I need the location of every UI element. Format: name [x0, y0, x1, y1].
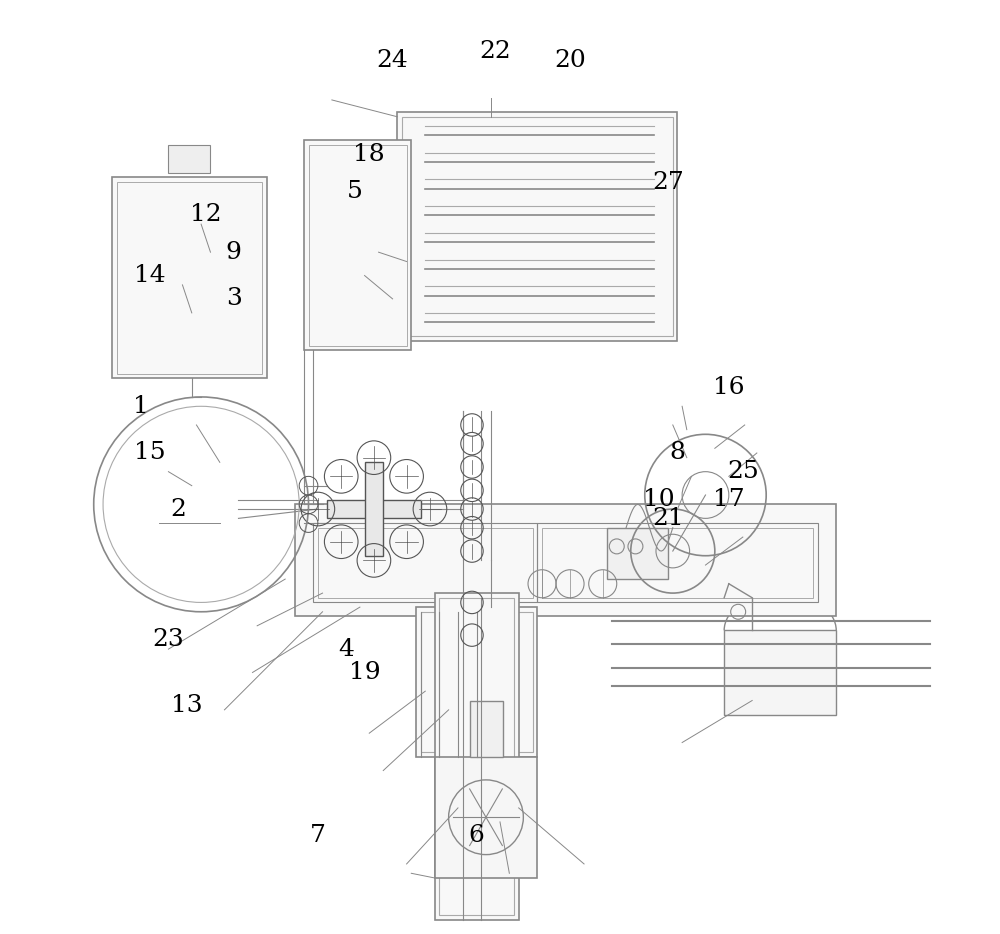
Bar — [421, 612, 533, 752]
Bar — [470, 700, 503, 757]
Bar — [607, 528, 668, 579]
Text: 12: 12 — [190, 204, 222, 226]
Bar — [327, 500, 421, 518]
Text: 4: 4 — [338, 638, 354, 660]
Text: 18: 18 — [353, 143, 385, 165]
Text: 17: 17 — [713, 488, 745, 511]
Bar — [724, 630, 836, 715]
Text: 9: 9 — [226, 241, 242, 263]
Text: 8: 8 — [670, 442, 685, 464]
Text: 24: 24 — [377, 50, 408, 72]
Bar — [309, 145, 407, 346]
Text: 13: 13 — [171, 694, 203, 716]
Bar — [435, 757, 537, 878]
Text: 10: 10 — [643, 488, 675, 511]
Bar — [304, 140, 411, 350]
Bar — [435, 593, 519, 920]
Text: 19: 19 — [349, 661, 380, 684]
Bar — [542, 528, 813, 598]
Text: 23: 23 — [153, 629, 184, 651]
Bar — [402, 117, 673, 336]
Text: 1: 1 — [133, 395, 148, 417]
Bar — [397, 112, 677, 341]
Text: 5: 5 — [347, 180, 363, 203]
Bar — [313, 523, 537, 602]
Text: 20: 20 — [554, 50, 586, 72]
Text: 3: 3 — [226, 288, 242, 310]
Text: 6: 6 — [469, 825, 485, 847]
Bar — [318, 528, 533, 598]
Text: 16: 16 — [713, 376, 745, 399]
Bar — [117, 182, 262, 374]
Text: 2: 2 — [170, 498, 186, 520]
Text: 14: 14 — [134, 264, 166, 287]
Text: 15: 15 — [134, 442, 166, 464]
Text: 25: 25 — [727, 460, 759, 483]
Bar — [295, 504, 836, 616]
Text: 21: 21 — [652, 507, 684, 530]
Bar — [537, 523, 818, 602]
Text: 22: 22 — [479, 40, 511, 63]
Bar — [112, 177, 266, 378]
Text: 7: 7 — [310, 825, 326, 847]
Bar — [439, 598, 514, 915]
Text: 27: 27 — [652, 171, 684, 193]
Bar — [416, 607, 537, 757]
Bar — [168, 145, 210, 173]
Bar — [365, 462, 383, 556]
